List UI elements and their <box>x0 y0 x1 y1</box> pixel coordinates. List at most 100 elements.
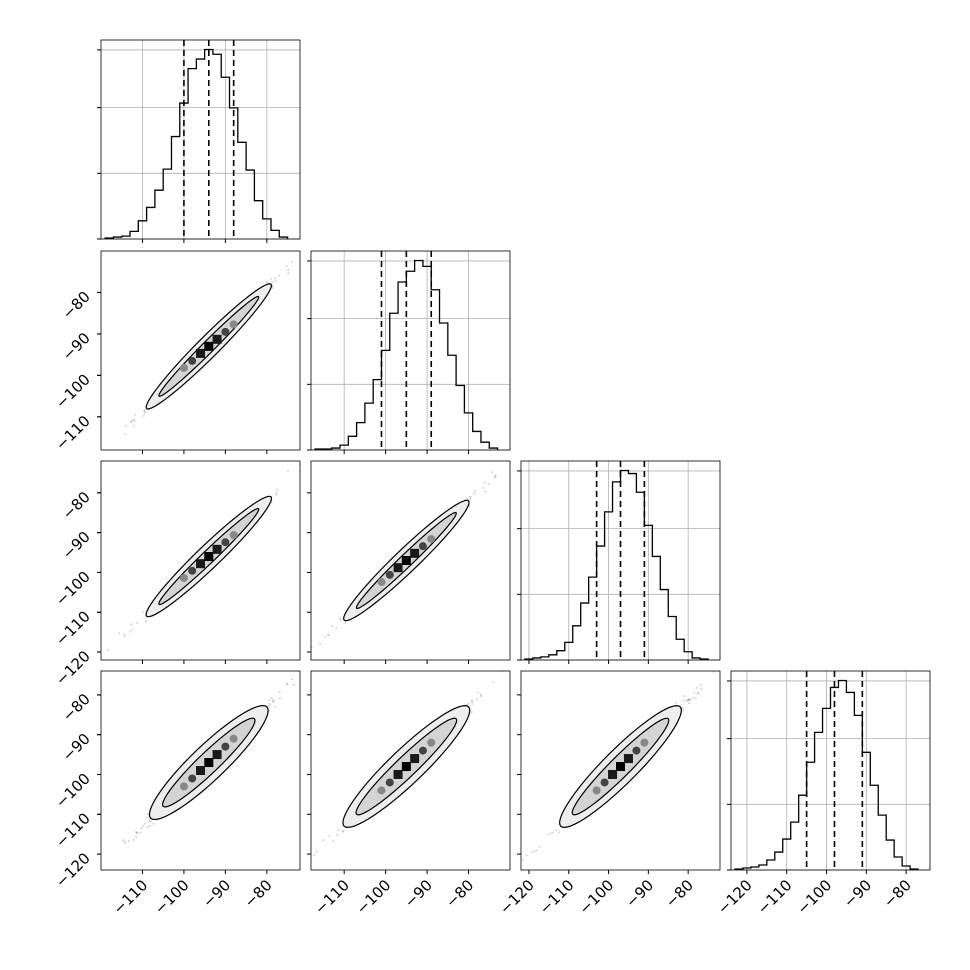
scatter-point <box>490 471 494 474</box>
scatter-point <box>135 836 138 839</box>
scatter-point <box>149 819 152 823</box>
sample-marker <box>188 774 197 783</box>
scatter-point <box>712 671 715 673</box>
scatter-point <box>285 682 288 685</box>
scatter-point <box>118 632 121 635</box>
scatter-point <box>687 702 691 705</box>
scatter-point <box>121 839 125 842</box>
scatter-point <box>493 476 496 479</box>
scatter-point <box>124 842 127 845</box>
scatter-point <box>683 695 686 698</box>
x-tick-label: −90 <box>199 876 234 911</box>
y-tick-label: −120 <box>52 849 94 891</box>
pair-panel-2-1 <box>310 460 511 661</box>
scatter-point <box>470 699 474 702</box>
x-axis-col-1: −110 −100 −90 −80 <box>311 876 477 918</box>
scatter-point <box>129 421 133 424</box>
sample-marker <box>616 762 625 772</box>
x-tick-label: −80 <box>662 876 697 911</box>
scatter-point <box>292 683 295 686</box>
scatter-point <box>286 470 290 473</box>
y-tick-label: −80 <box>59 690 94 725</box>
x-tick-label: −90 <box>401 876 436 911</box>
scatter-point <box>312 853 316 857</box>
scatter-point <box>140 827 143 830</box>
scatter-point <box>494 475 497 478</box>
scatter-point <box>467 702 470 705</box>
sample-marker <box>410 754 420 764</box>
pair-panel-2-0 <box>100 460 301 661</box>
pair-frame <box>100 250 301 451</box>
scatter-point <box>143 410 146 413</box>
sample-marker <box>410 548 420 558</box>
scatter-point <box>675 701 678 705</box>
sample-marker <box>221 327 230 336</box>
scatter-point <box>285 265 288 268</box>
scatter-point <box>318 642 322 645</box>
x-tick-label: −110 <box>311 876 353 918</box>
scatter-point <box>696 691 700 694</box>
scatter-point <box>277 274 280 277</box>
scatter-point <box>306 859 308 861</box>
scatter-point <box>533 850 536 853</box>
scatter-point <box>341 830 345 833</box>
scatter-point <box>271 286 274 290</box>
scatter-point <box>124 432 127 435</box>
scatter-point <box>272 700 275 704</box>
scatter-point <box>551 831 554 835</box>
sample-marker <box>212 334 222 344</box>
scatter-point <box>271 285 274 288</box>
scatter-point <box>146 825 149 828</box>
sample-marker <box>418 542 427 551</box>
scatter-point <box>471 700 474 703</box>
histogram-background <box>521 461 720 660</box>
sample-marker <box>188 566 197 575</box>
scatter-point <box>694 697 697 700</box>
pair-content <box>311 471 497 658</box>
y-tick-label: −100 <box>52 568 94 610</box>
scatter-point <box>311 646 313 649</box>
sample-marker <box>196 766 205 775</box>
scatter-point <box>468 505 471 508</box>
scatter-point <box>688 698 691 701</box>
scatter-point <box>469 495 472 498</box>
scatter-point <box>693 691 696 694</box>
scatter-point <box>139 831 142 834</box>
scatter-point <box>311 241 313 243</box>
scatter-point <box>97 870 99 872</box>
sample-marker <box>427 738 436 747</box>
scatter-point <box>507 666 509 668</box>
scatter-point <box>483 481 486 485</box>
scatter-point <box>472 492 476 496</box>
scatter-point <box>274 277 277 280</box>
sample-marker <box>600 778 609 787</box>
scatter-point <box>339 617 342 620</box>
histogram-panel-2 <box>517 460 721 664</box>
pair-content <box>522 671 715 861</box>
pair-frame <box>100 460 301 661</box>
pair-panel-3-0 <box>97 670 310 872</box>
y-axis-row-1: −110−100 −90 −80 <box>52 288 101 454</box>
scatter-point <box>308 670 310 672</box>
y-tick-label: −80 <box>59 288 94 323</box>
pair-content <box>124 241 313 435</box>
sample-marker <box>229 734 238 743</box>
sample-marker <box>385 778 394 787</box>
sample-marker <box>204 552 214 562</box>
y-axis-row-3: −120−110−100 −90 −80 <box>52 690 101 891</box>
sample-marker <box>377 577 386 586</box>
histogram-frame <box>520 460 721 661</box>
pair-content <box>306 666 509 861</box>
scatter-point <box>146 813 149 816</box>
scatter-point <box>525 854 528 857</box>
scatter-point <box>269 278 273 281</box>
scatter-point <box>268 702 271 705</box>
y-tick-label: −110 <box>52 607 94 649</box>
scatter-point <box>692 696 695 700</box>
scatter-point <box>332 839 335 842</box>
pair-content <box>97 670 310 872</box>
scatter-point <box>682 709 685 712</box>
sample-marker <box>179 363 188 372</box>
sample-marker <box>221 742 230 751</box>
scatter-point <box>469 496 472 499</box>
